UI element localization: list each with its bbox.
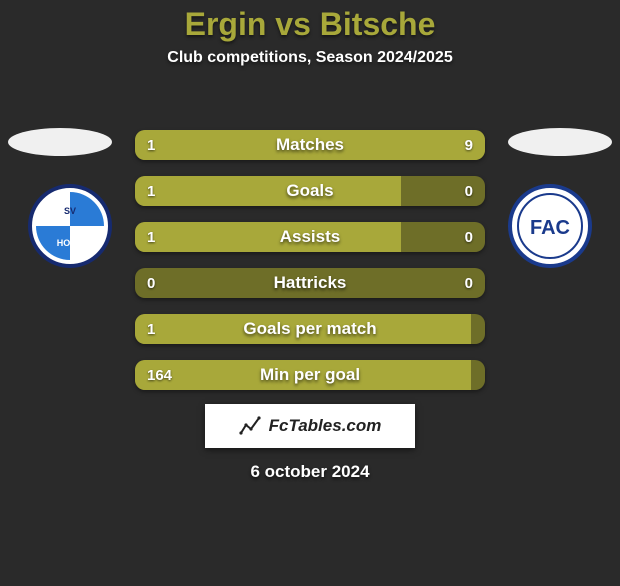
stat-row: 00Hattricks (135, 268, 485, 298)
stat-fill-left (135, 222, 401, 252)
svg-text:FAC: FAC (530, 217, 570, 239)
player-right-name: Bitsche (320, 6, 436, 42)
branding-logo-icon (239, 415, 261, 437)
stat-fill-right (170, 130, 485, 160)
stat-row: 1Goals per match (135, 314, 485, 344)
stat-value-left: 1 (135, 222, 167, 252)
stats-container: 19Matches10Goals10Assists00Hattricks1Goa… (135, 130, 485, 406)
stat-value-right: 0 (453, 176, 485, 206)
stat-value-right: 0 (453, 222, 485, 252)
stat-value-right (461, 314, 485, 344)
stat-value-left: 0 (135, 268, 167, 298)
club-badge-left: SV HORN (28, 184, 112, 268)
player-right-photo (508, 128, 612, 156)
branding-text: FcTables.com (269, 416, 382, 436)
stat-value-right (461, 360, 485, 390)
club-badge-left-icon: SV HORN (28, 184, 112, 268)
svg-text:SV: SV (64, 206, 76, 216)
stat-row: 10Goals (135, 176, 485, 206)
club-badge-right-icon: FAC (508, 184, 592, 268)
player-left-photo (8, 128, 112, 156)
stat-value-left: 164 (135, 360, 184, 390)
branding-box: FcTables.com (205, 404, 415, 448)
infographic-date: 6 october 2024 (0, 462, 620, 482)
stat-value-left: 1 (135, 130, 167, 160)
stat-track (135, 268, 485, 298)
stat-fill-left (135, 360, 471, 390)
stat-row: 164Min per goal (135, 360, 485, 390)
stat-fill-left (135, 176, 401, 206)
stat-value-right: 0 (453, 268, 485, 298)
player-left-name: Ergin (185, 6, 267, 42)
stat-value-left: 1 (135, 176, 167, 206)
stat-row: 19Matches (135, 130, 485, 160)
club-badge-right: FAC (508, 184, 592, 268)
svg-text:HORN: HORN (57, 238, 84, 248)
comparison-title: Ergin vs Bitsche (0, 6, 620, 43)
stat-fill-left (135, 314, 471, 344)
stat-row: 10Assists (135, 222, 485, 252)
stat-value-right: 9 (453, 130, 485, 160)
comparison-subtitle: Club competitions, Season 2024/2025 (0, 49, 620, 67)
stat-value-left: 1 (135, 314, 167, 344)
vs-text: vs (275, 6, 311, 42)
